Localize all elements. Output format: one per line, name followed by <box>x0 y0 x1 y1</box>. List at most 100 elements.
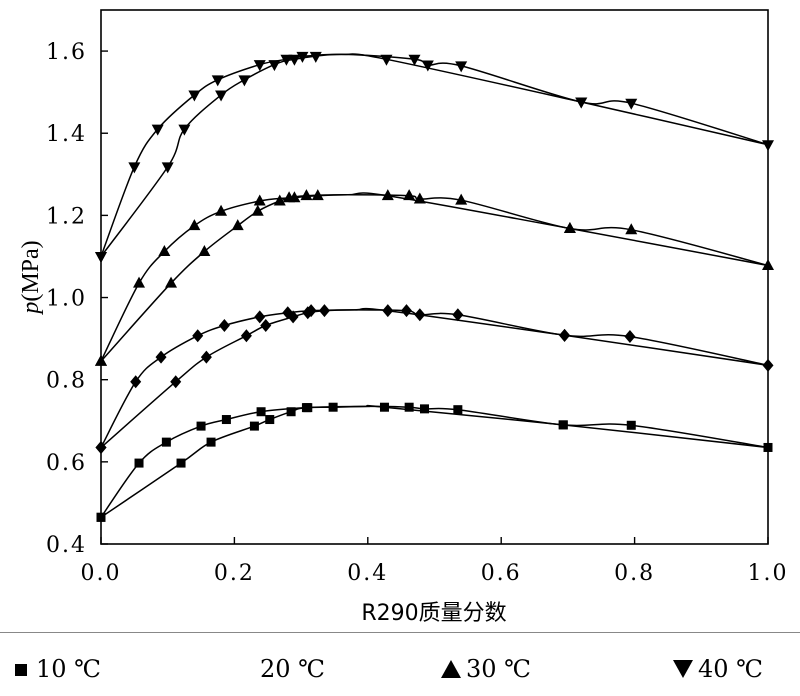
data-point <box>215 204 228 216</box>
data-point <box>151 124 164 136</box>
data-point <box>256 407 266 417</box>
y-axis-label-unit: (MPa) <box>18 240 44 301</box>
data-point <box>455 61 468 73</box>
data-point <box>288 54 301 66</box>
data-point <box>161 437 171 447</box>
data-point <box>455 193 468 205</box>
data-point <box>268 60 281 72</box>
x-axis-label: R290质量分数 <box>361 601 506 626</box>
data-point <box>762 140 774 152</box>
data-point <box>419 404 429 414</box>
data-point <box>200 350 212 364</box>
y-tick-label: 0.4 <box>46 533 87 558</box>
data-point <box>318 304 330 318</box>
data-point <box>288 191 301 203</box>
x-tick-label: 0.4 <box>347 561 388 586</box>
data-point <box>215 90 228 102</box>
data-point <box>408 54 421 66</box>
data-point <box>302 306 314 320</box>
x-tick-label: 0.2 <box>214 561 255 586</box>
svg-text:p(MPa): p(MPa) <box>18 240 44 315</box>
data-point <box>260 318 272 332</box>
data-point <box>161 162 174 174</box>
data-point <box>265 415 275 425</box>
triangle-down-marker-icon <box>673 660 693 678</box>
data-point <box>558 420 568 430</box>
data-point <box>188 90 201 102</box>
data-point <box>133 276 146 288</box>
data-point <box>453 405 463 415</box>
y-axis-label-italic: p <box>18 302 44 316</box>
data-point <box>309 51 322 63</box>
data-point <box>559 328 571 342</box>
legend-divider <box>0 632 800 633</box>
data-point <box>381 189 394 201</box>
legend-label-10c: 10 ℃ <box>36 655 102 683</box>
y-tick-label: 0.6 <box>46 451 87 476</box>
data-point <box>253 60 266 72</box>
x-tick-label: 0.6 <box>481 561 522 586</box>
data-point <box>311 189 324 201</box>
legend-item-40c: 40 ℃ <box>672 655 763 683</box>
data-point <box>762 258 774 270</box>
data-point <box>211 75 224 87</box>
tick-group: 0.4 0.6 0.8 1.0 1.2 1.4 1.6 0.0 0.2 0.4 0.6 0.8 1.0 <box>46 40 787 586</box>
data-point <box>380 54 393 66</box>
data-point <box>296 51 309 63</box>
series-3 <box>95 51 774 263</box>
y-tick-label: 1.2 <box>46 204 87 229</box>
data-point <box>155 350 167 364</box>
y-tick-label: 1.6 <box>46 40 87 65</box>
data-point <box>382 304 394 318</box>
series-line-upper <box>100 53 769 257</box>
data-point <box>196 421 206 431</box>
chart: 0.40.60.81.01.21.41.60.0 0.2 0.4 0.6 0.8 1.0 … <box>18 9 787 626</box>
series-1 <box>95 304 774 454</box>
data-point <box>170 375 182 389</box>
data-point <box>95 251 107 263</box>
data-point <box>221 415 231 425</box>
legend-label-30c: 30 ℃ <box>466 655 532 683</box>
data-point <box>238 75 251 87</box>
data-point <box>563 222 576 234</box>
series-group <box>95 51 774 522</box>
data-point <box>176 458 186 468</box>
data-point <box>414 308 426 322</box>
data-point <box>403 189 416 201</box>
series-2 <box>95 189 774 366</box>
data-point <box>96 512 106 522</box>
y-tick-label: 0.8 <box>46 369 87 394</box>
data-point <box>626 420 636 430</box>
data-point <box>130 375 142 389</box>
data-point <box>273 194 286 206</box>
data-point <box>286 407 296 417</box>
data-point <box>231 219 244 231</box>
legend-label-40c: 40 ℃ <box>698 655 764 683</box>
data-point <box>188 219 201 231</box>
data-point <box>400 304 412 318</box>
data-point <box>253 194 266 206</box>
data-point <box>300 189 313 201</box>
data-point <box>413 192 426 204</box>
legend-item-10c: 10 ℃ <box>10 655 101 683</box>
data-point <box>158 245 171 257</box>
data-point <box>249 421 259 431</box>
data-point <box>575 97 588 109</box>
data-point <box>178 124 191 136</box>
data-point <box>624 330 636 344</box>
legend-item-30c: 30 ℃ <box>440 655 531 683</box>
triangle-up-marker-icon <box>441 660 461 678</box>
data-point <box>421 60 434 72</box>
data-point <box>287 310 299 324</box>
data-point <box>762 358 774 372</box>
square-marker-icon <box>15 664 27 676</box>
data-point <box>625 223 638 235</box>
data-point <box>303 403 313 413</box>
data-point <box>625 98 638 110</box>
data-point <box>192 329 204 343</box>
legend-label-20c: 20 ℃ <box>260 655 326 683</box>
series-line-lower <box>100 53 769 257</box>
legend: 10 ℃ 20 ℃ 30 ℃ 40 ℃ <box>0 655 800 691</box>
data-point <box>254 310 266 324</box>
data-point <box>95 354 107 366</box>
